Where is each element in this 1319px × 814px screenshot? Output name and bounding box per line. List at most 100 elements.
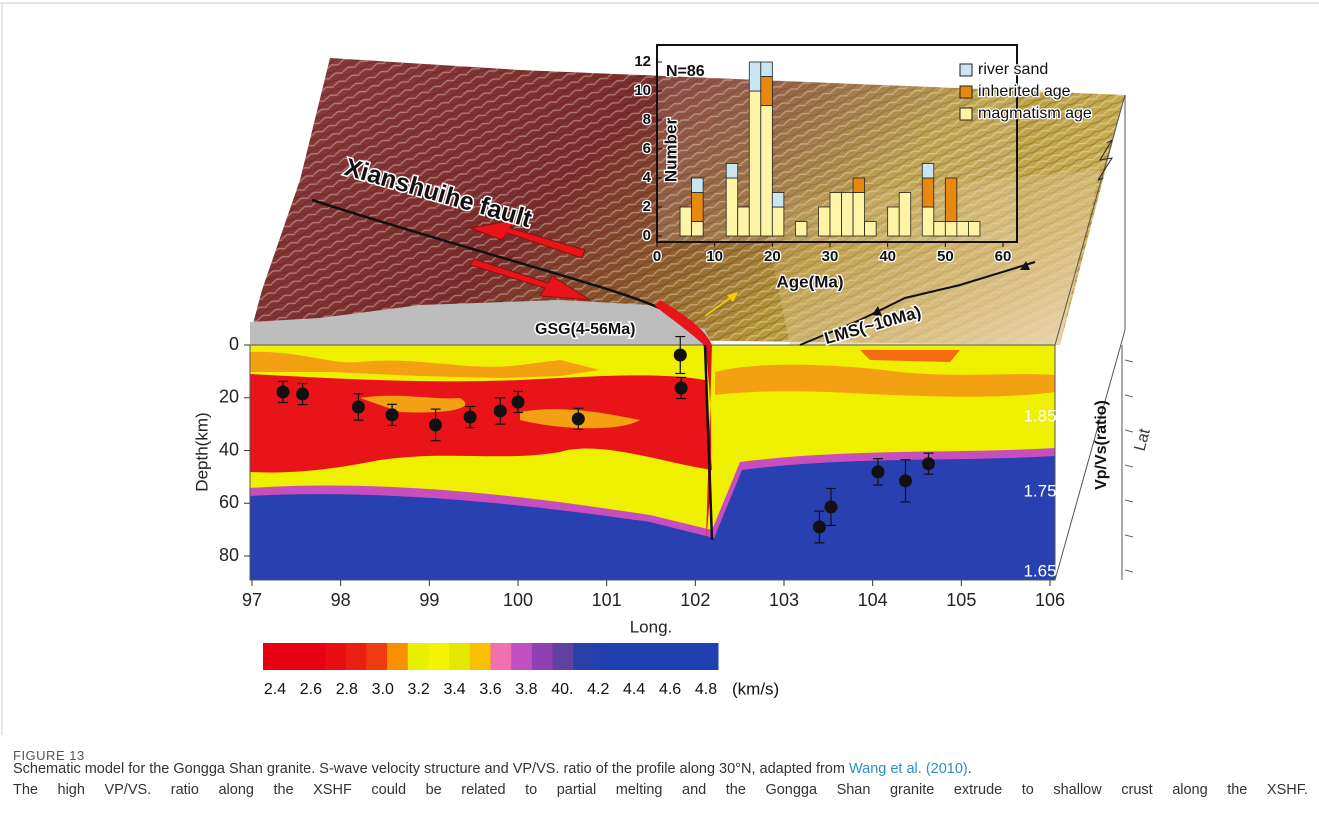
bar-segment — [680, 207, 692, 236]
bar-segment — [749, 62, 761, 91]
vpvs-axis-label: Vp/Vs(ratio) — [1093, 400, 1110, 490]
bar-segment — [853, 193, 865, 237]
bar-segment — [795, 222, 807, 237]
x-tick-label: 50 — [937, 248, 954, 265]
colorbar-segment — [656, 643, 677, 670]
y-tick-label: 0 — [229, 334, 239, 354]
colorbar-segment — [387, 643, 408, 670]
x-tick-label: 102 — [680, 590, 710, 610]
colorbar-segment — [449, 643, 470, 670]
bar-segment — [726, 164, 738, 179]
colorbar-label: 3.8 — [515, 681, 537, 698]
colorbar-segment — [615, 643, 636, 670]
caption-text: Schematic model for the Gongga Shan gran… — [13, 761, 849, 777]
vpvs-value: 1.75 — [1023, 481, 1056, 500]
bar-segment — [692, 222, 704, 237]
y-tick-label: 0 — [643, 227, 651, 244]
bar-segment — [945, 178, 957, 222]
colorbar-label: 2.8 — [336, 681, 358, 698]
x-tick-label: 100 — [503, 590, 533, 610]
bar-segment — [934, 222, 946, 237]
legend-label: inherited age — [978, 83, 1071, 100]
colorbar-segment — [304, 643, 325, 670]
x-tick-label: 106 — [1035, 590, 1065, 610]
y-tick-label: 4 — [643, 169, 652, 186]
data-point — [464, 411, 477, 424]
data-point — [813, 520, 826, 533]
x-tick-label: 104 — [858, 590, 888, 610]
bar-segment — [772, 207, 784, 236]
data-point — [386, 408, 399, 421]
colorbar-label: 2.6 — [300, 681, 322, 698]
colorbar-segment — [263, 643, 284, 670]
colorbar-label: 3.2 — [408, 681, 430, 698]
y-tick-label: 80 — [219, 545, 239, 565]
bar-segment — [865, 222, 877, 237]
colorbar-label: 40. — [551, 681, 573, 698]
caption-link[interactable]: Wang et al. (2010) — [849, 761, 968, 777]
x-tick-label: 0 — [653, 248, 661, 265]
colorbar-label: 4.6 — [659, 681, 681, 698]
y-tick-label: 20 — [219, 387, 239, 407]
bar-segment — [738, 207, 750, 236]
data-point — [922, 457, 935, 470]
data-point — [352, 400, 365, 413]
data-point — [277, 385, 290, 398]
colorbar-segment — [491, 643, 512, 670]
y-axis-label: Depth(km) — [192, 412, 211, 491]
x-tick-label: 10 — [706, 248, 723, 265]
x-tick-label: 40 — [879, 248, 896, 265]
data-point — [429, 418, 442, 431]
annotation: N=86 — [666, 63, 705, 80]
bar-segment — [842, 193, 854, 237]
x-tick-label: 105 — [946, 590, 976, 610]
data-point — [824, 500, 837, 513]
figure: Xianshuihe fault GSG(4-56Ma) LMS(~10Ma) … — [0, 0, 1319, 735]
vpvs-value: 1.65 — [1023, 561, 1056, 580]
bar-segment — [818, 207, 830, 236]
y-tick-label: 12 — [634, 53, 651, 70]
bar-segment — [888, 207, 900, 236]
colorbar-segment — [573, 643, 594, 670]
data-point — [494, 404, 507, 417]
y-tick-label: 2 — [643, 198, 651, 215]
colorbar-segment — [677, 643, 698, 670]
colorbar-segment — [594, 643, 615, 670]
colorbar-segment — [470, 643, 491, 670]
colorbar-segment — [346, 643, 367, 670]
bar-segment — [830, 193, 842, 237]
y-axis-label: Number — [661, 118, 680, 183]
x-tick-label: 103 — [769, 590, 799, 610]
colorbar-segment — [325, 643, 346, 670]
page: Xianshuihe fault GSG(4-56Ma) LMS(~10Ma) … — [0, 0, 1319, 814]
y-tick-label: 10 — [634, 82, 651, 99]
caption: The high VP/VS. ratio along the XSHF cou… — [13, 780, 1308, 801]
x-axis-label: Long. — [630, 617, 673, 636]
colorbar-label: 4.4 — [623, 681, 645, 698]
bar-segment — [692, 178, 704, 193]
colorbar-segment — [553, 643, 574, 670]
caption-text: . — [968, 761, 972, 777]
y-tick-label: 6 — [643, 140, 651, 157]
data-point — [572, 412, 585, 425]
lat-label: Lat — [1132, 426, 1154, 452]
x-tick-label: 20 — [764, 248, 781, 265]
legend-label: river sand — [978, 61, 1048, 78]
bar-segment — [749, 91, 761, 236]
y-tick-label: 40 — [219, 439, 239, 459]
caption: Schematic model for the Gongga Shan gran… — [13, 759, 1308, 780]
x-tick-label: 101 — [592, 590, 622, 610]
legend-swatch — [960, 108, 972, 120]
colorbar-segment — [408, 643, 429, 670]
bar-segment — [945, 222, 957, 237]
bar-segment — [692, 193, 704, 222]
bar-segment — [968, 222, 980, 237]
bar-segment — [922, 164, 934, 179]
x-tick-label: 30 — [822, 248, 839, 265]
bar-segment — [761, 77, 773, 106]
vpvs-value: 1.85 — [1023, 406, 1056, 425]
bar-segment — [853, 178, 865, 193]
bar-segment — [957, 222, 969, 237]
colorbar-segment — [635, 643, 656, 670]
colorbar-unit: (km/s) — [732, 679, 779, 698]
